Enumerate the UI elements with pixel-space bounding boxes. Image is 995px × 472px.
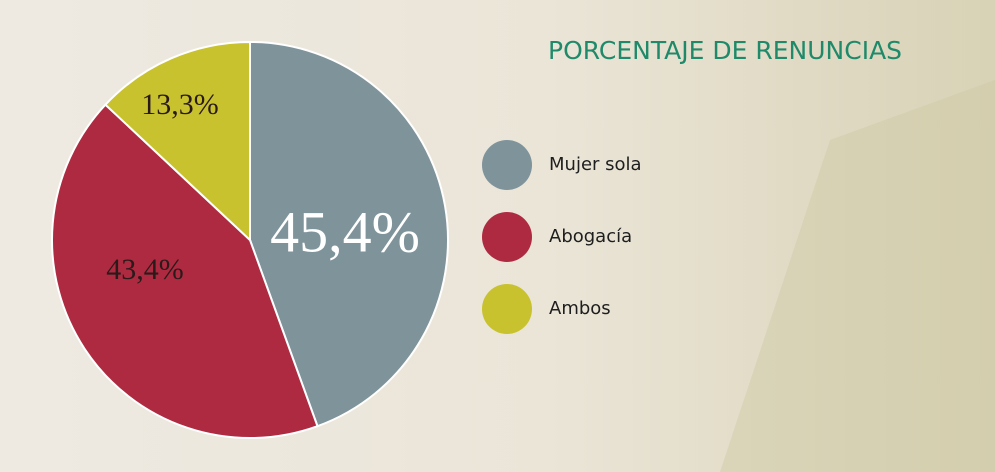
value-label: 45,4% (270, 199, 420, 264)
legend-label: Ambos (549, 298, 611, 319)
legend-swatch (482, 140, 532, 190)
value-label: 43,4% (106, 253, 184, 286)
chart: PORCENTAJE DE RENUNCIAS 45,4% 43,4% 13,3% M… (0, 0, 995, 472)
legend-swatch (482, 284, 532, 334)
legend-swatch (482, 212, 532, 262)
legend-label: Mujer sola (549, 154, 642, 175)
legend-label: Abogacía (549, 226, 632, 247)
value-label: 13,3% (141, 88, 219, 121)
chart-title: PORCENTAJE DE RENUNCIAS (548, 36, 902, 65)
